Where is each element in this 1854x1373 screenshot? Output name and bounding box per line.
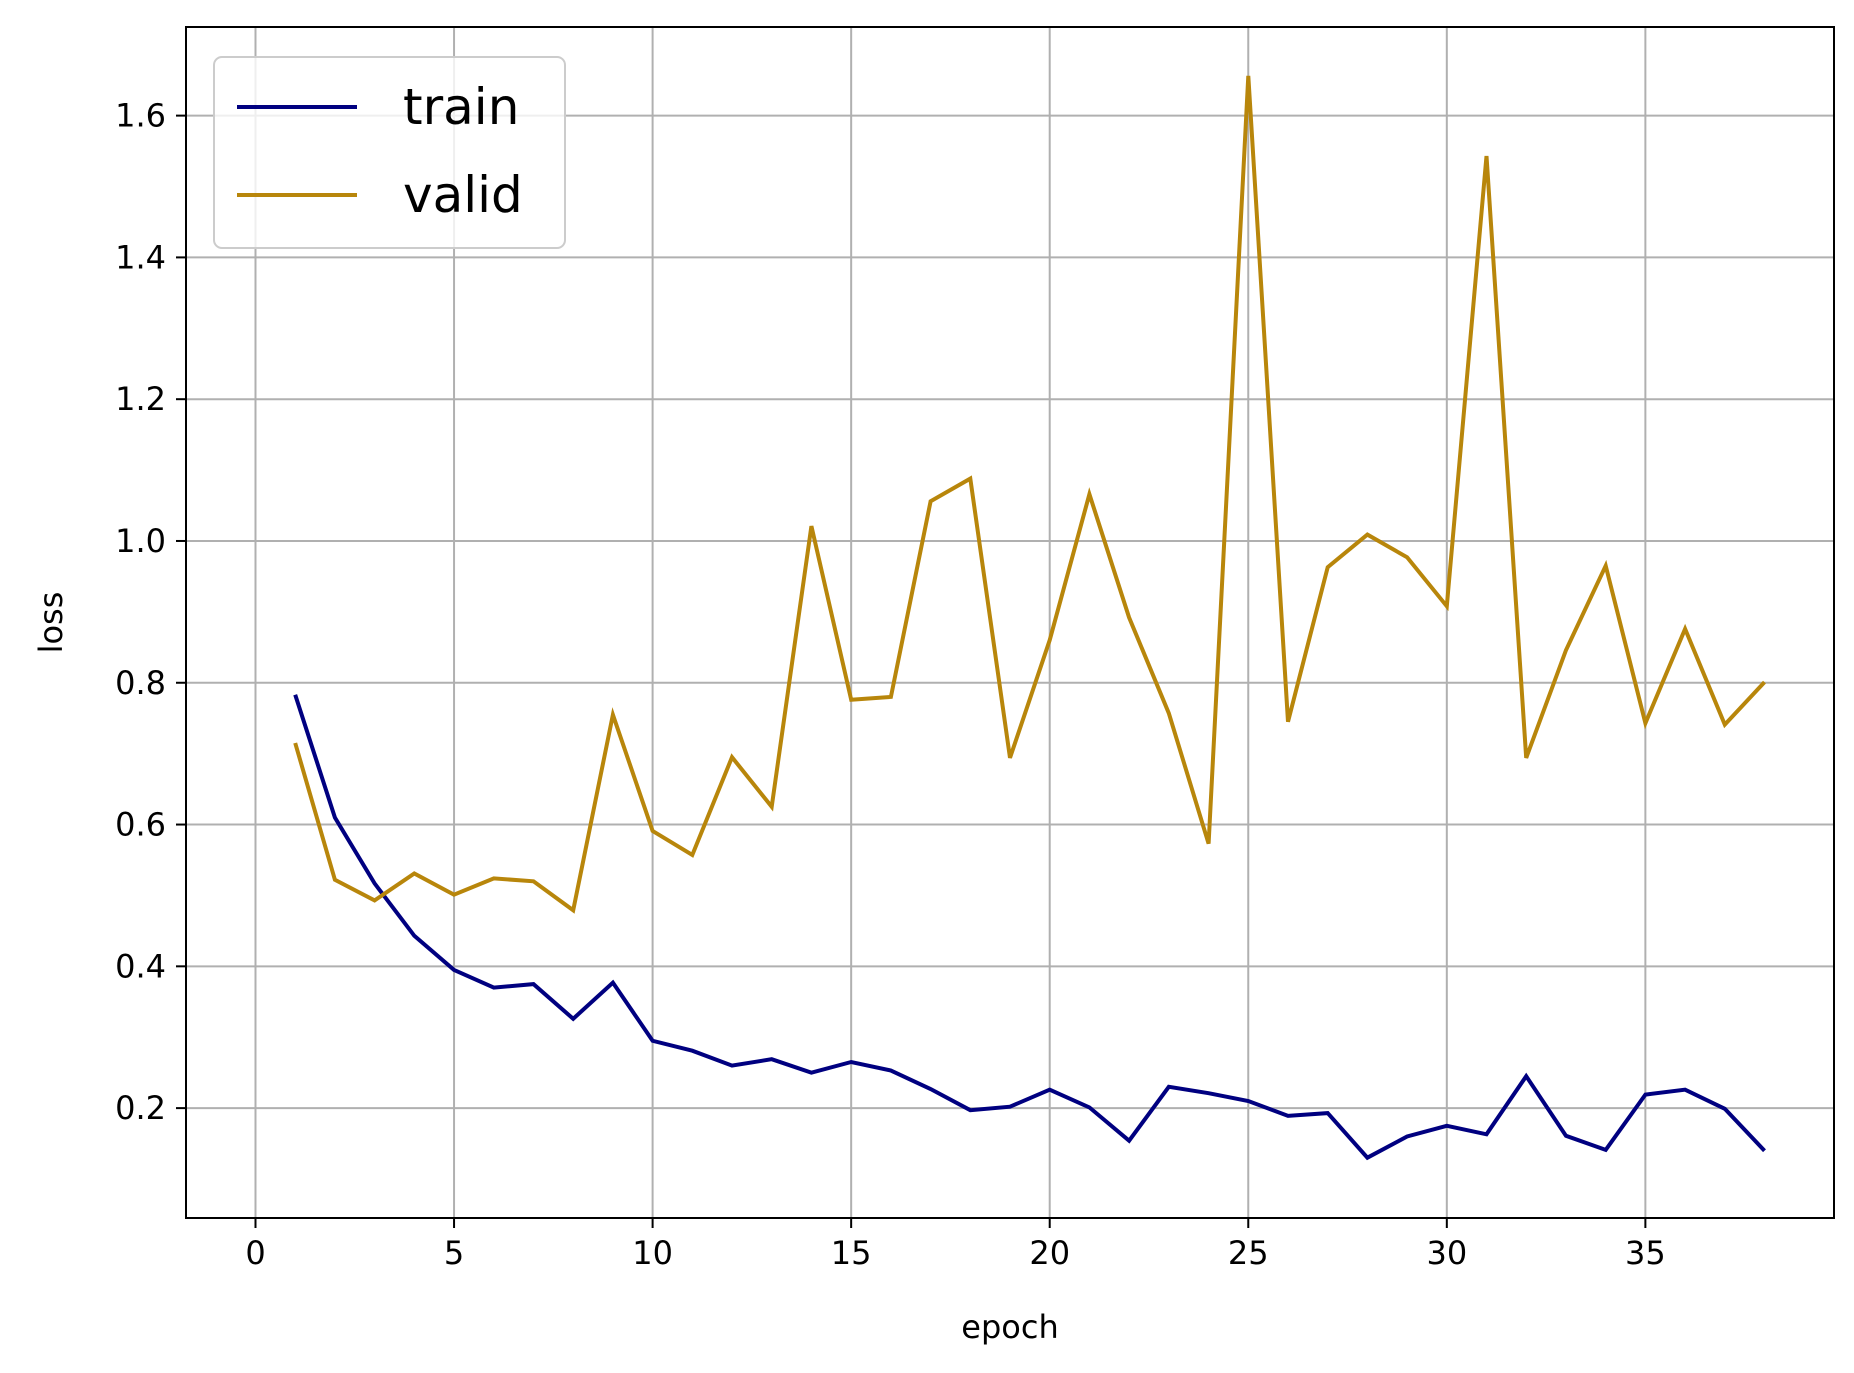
legend-label-train: train xyxy=(403,78,519,136)
series-line-valid xyxy=(293,75,1766,914)
series-layer xyxy=(293,75,1766,1161)
plot-frame xyxy=(185,26,1835,1219)
x-tick-label: 0 xyxy=(245,1234,265,1272)
x-tick-label: 15 xyxy=(831,1234,872,1272)
y-tick-label: 1.0 xyxy=(115,522,166,560)
x-axis: 0 5 10 15 20 25 30 35 xyxy=(245,1218,1666,1272)
y-tick-label: 1.6 xyxy=(115,97,166,135)
legend-label-valid: valid xyxy=(403,166,523,224)
x-tick-label: 30 xyxy=(1426,1234,1467,1272)
x-tick-label: 20 xyxy=(1029,1234,1070,1272)
x-tick-label: 5 xyxy=(444,1234,464,1272)
x-axis-title: epoch xyxy=(961,1308,1058,1346)
y-tick-label: 1.2 xyxy=(115,380,166,418)
grid xyxy=(186,27,1834,1218)
y-tick-label: 0.2 xyxy=(115,1089,166,1127)
legend-box xyxy=(213,56,566,249)
y-axis: 0.2 0.4 0.6 0.8 1.0 1.2 1.4 1.6 xyxy=(115,97,186,1127)
y-axis-title: loss xyxy=(32,592,70,654)
x-tick-label: 25 xyxy=(1228,1234,1269,1272)
x-tick-label: 10 xyxy=(632,1234,673,1272)
y-tick-label: 0.8 xyxy=(115,664,166,702)
y-tick-label: 0.4 xyxy=(115,947,166,985)
y-tick-label: 0.6 xyxy=(115,806,166,844)
series-line-train xyxy=(293,694,1766,1161)
x-tick-label: 35 xyxy=(1625,1234,1666,1272)
y-tick-label: 1.4 xyxy=(115,238,166,276)
legend: train valid xyxy=(213,56,566,249)
